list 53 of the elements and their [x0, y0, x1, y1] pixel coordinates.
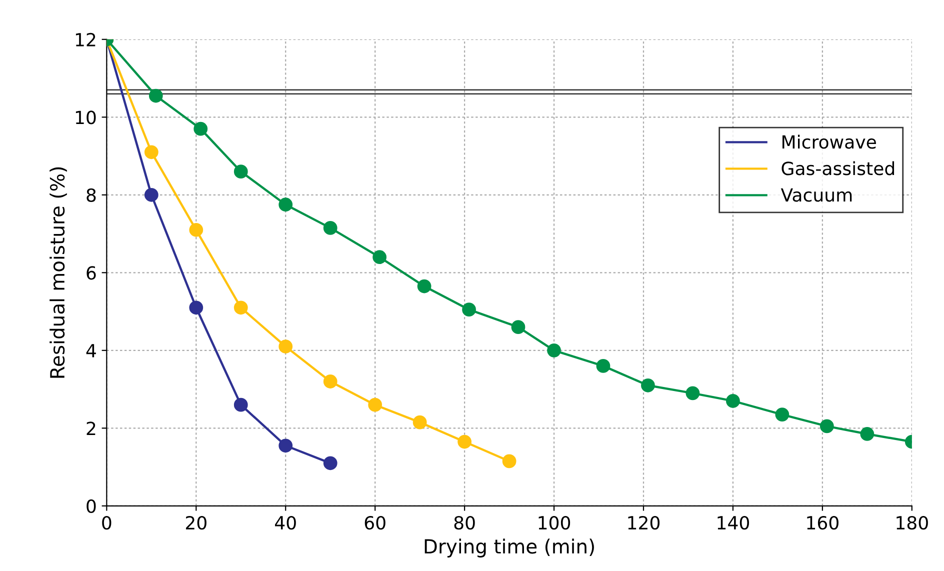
x-tick-label: 80: [454, 516, 475, 530]
point: [278, 340, 293, 354]
y-tick-label: 0: [86, 499, 96, 514]
legend-label: Microwave: [782, 134, 876, 149]
y-tick-label: 8: [86, 188, 96, 202]
point: [860, 427, 874, 441]
point: [726, 394, 740, 408]
point: [372, 250, 386, 264]
point: [686, 386, 700, 400]
point: [820, 419, 834, 434]
y-tick-label: 10: [76, 110, 96, 124]
x-tick-label: 160: [807, 516, 838, 530]
x-axis-title: Drying time (min): [424, 538, 594, 558]
point: [234, 164, 248, 179]
point: [458, 434, 472, 449]
x-tick-label: 60: [364, 516, 386, 530]
legend-label: Gas-assisted: [782, 161, 894, 176]
x-tick-label: 140: [718, 516, 749, 530]
point: [462, 302, 476, 317]
point: [189, 300, 204, 315]
point: [278, 198, 293, 212]
point: [323, 221, 338, 235]
x-tick-label: 40: [275, 516, 296, 530]
point: [234, 300, 248, 315]
y-tick-label: 12: [76, 32, 96, 46]
point: [547, 343, 561, 358]
point: [641, 378, 655, 392]
point: [144, 188, 158, 202]
point: [234, 398, 248, 412]
y-axis-title: Residual moisture (%): [50, 167, 67, 378]
y-tick-label: 2: [86, 422, 96, 436]
point: [511, 320, 526, 334]
y-tick-label: 4: [86, 344, 96, 358]
point: [417, 279, 432, 294]
point: [596, 359, 610, 373]
point: [775, 408, 790, 422]
legend-label: Vacuum: [780, 188, 852, 202]
point: [323, 374, 338, 388]
point: [368, 398, 382, 412]
point: [412, 415, 427, 430]
x-tick-label: 180: [896, 516, 928, 530]
x-tick-label: 100: [538, 516, 570, 530]
x-tick-label: 20: [186, 516, 206, 530]
point: [502, 454, 516, 468]
x-tick-label: 0: [102, 516, 112, 530]
point: [148, 88, 163, 103]
point: [189, 222, 204, 237]
point: [144, 145, 158, 160]
x-tick-label: 120: [628, 516, 660, 530]
point: [194, 122, 208, 136]
point: [278, 438, 293, 453]
point: [323, 456, 338, 470]
y-tick-label: 6: [86, 266, 96, 280]
